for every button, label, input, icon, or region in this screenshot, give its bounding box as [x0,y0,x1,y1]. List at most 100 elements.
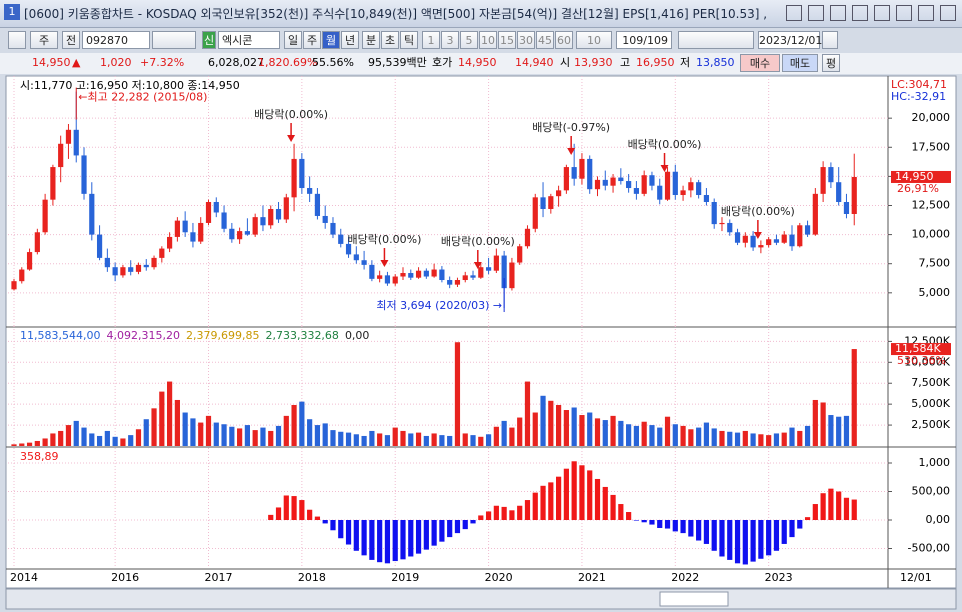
interval-select[interactable]: 10 [576,31,612,49]
period-button[interactable]: 주 [303,31,321,49]
window-button[interactable] [852,5,868,21]
window-button[interactable] [896,5,912,21]
bar [361,435,367,446]
bar [657,520,663,528]
interval-button[interactable]: 10 [479,31,497,49]
bar [587,470,593,521]
x-tick-label: 2023 [765,571,793,584]
bar [338,431,344,446]
calendar-button[interactable] [822,31,838,49]
bar [734,520,741,564]
candle-body [50,167,56,200]
period-select[interactable]: 주 [30,31,58,49]
period-button[interactable]: 틱 [400,31,418,49]
scroll-thumb[interactable] [659,591,729,607]
bar [439,435,445,446]
candle-body [361,260,367,265]
bar [369,520,375,560]
x-tick-label: 2016 [111,571,139,584]
icon-button[interactable] [152,31,196,49]
bar [275,507,282,521]
candle-body [563,167,569,191]
bar [571,407,577,446]
interval-button[interactable]: 3 [441,31,459,49]
buy-button[interactable]: 매수 [740,54,780,72]
period-button[interactable]: 년 [341,31,359,49]
interval-button[interactable]: 15 [498,31,516,49]
candle-body [423,270,429,277]
bar [696,520,702,541]
avg-button[interactable]: 평 [822,54,840,72]
candle-body [618,177,624,182]
candle-body [766,239,772,246]
period-button[interactable]: 월 [322,31,340,49]
candle-body [19,269,25,282]
bar [431,520,437,546]
icon-button[interactable] [8,31,26,49]
bar [594,478,601,521]
ask: 14,950 [458,56,497,69]
candle-body [517,246,523,263]
label: 고 [620,56,631,69]
bar [135,429,142,446]
bar [283,415,289,446]
bar [19,443,25,446]
window-buttons[interactable] [786,5,956,21]
candle-body [104,257,110,268]
dividend-label: 배당락(0.00%) [347,233,421,246]
interval-button[interactable]: 1 [422,31,440,49]
bar [299,500,305,521]
bar [727,431,733,446]
candle-body [501,255,507,289]
bar [423,435,429,446]
period-button[interactable]: 초 [381,31,399,49]
candle-body [392,276,398,284]
bar [89,433,95,446]
sell-button[interactable]: 매도 [782,54,818,72]
annotation-high: ←최고 22,282 (2015/08) [78,91,207,104]
interval-button[interactable]: 45 [536,31,554,49]
candle-body [353,254,359,261]
bar [750,520,756,562]
interval-button[interactable]: 30 [517,31,535,49]
bar [626,424,632,446]
candle-body [524,228,531,247]
bid: 14,940 [515,56,554,69]
window-button[interactable] [940,5,956,21]
x-tick-label: 2022 [671,571,699,584]
candle-body [369,264,375,279]
window-button[interactable] [830,5,846,21]
bar [563,410,569,446]
bar [493,426,499,446]
stock-name[interactable]: 엑시콘 [218,31,280,49]
period-button[interactable]: 일 [284,31,302,49]
window-button[interactable] [874,5,890,21]
period-button[interactable]: 분 [362,31,380,49]
code-input[interactable]: 092870 [82,31,150,49]
window-button[interactable] [808,5,824,21]
all-button[interactable]: 전 [62,31,80,49]
candle-body [812,193,818,235]
count-input[interactable]: 109/109 [616,31,672,49]
window-button[interactable] [786,5,802,21]
window-button[interactable] [918,5,934,21]
interval-button[interactable]: 5 [460,31,478,49]
bar [314,516,321,521]
bar [353,520,359,551]
legend: 2,379,699,85 [186,329,259,342]
icon-button[interactable] [678,31,754,49]
price-tag-label: 14,950 [895,170,934,183]
bar [579,415,585,446]
bar [781,432,787,446]
bar [392,520,398,562]
bar [392,427,398,446]
interval-button[interactable]: 60 [555,31,573,49]
change-arrow: ▲ [72,56,81,69]
dividend-label: 배당락(0.00%) [441,235,515,248]
bar [618,420,624,446]
scrollbar[interactable] [5,588,957,610]
candle-body [377,275,383,279]
ratio: 55.56% [312,56,354,69]
date-input[interactable]: 2023/12/01 [758,31,822,49]
toolbar: 주 전 092870 신 엑시콘 일 주 월 년 분 초 틱 1 3 5 10 … [0,29,962,52]
